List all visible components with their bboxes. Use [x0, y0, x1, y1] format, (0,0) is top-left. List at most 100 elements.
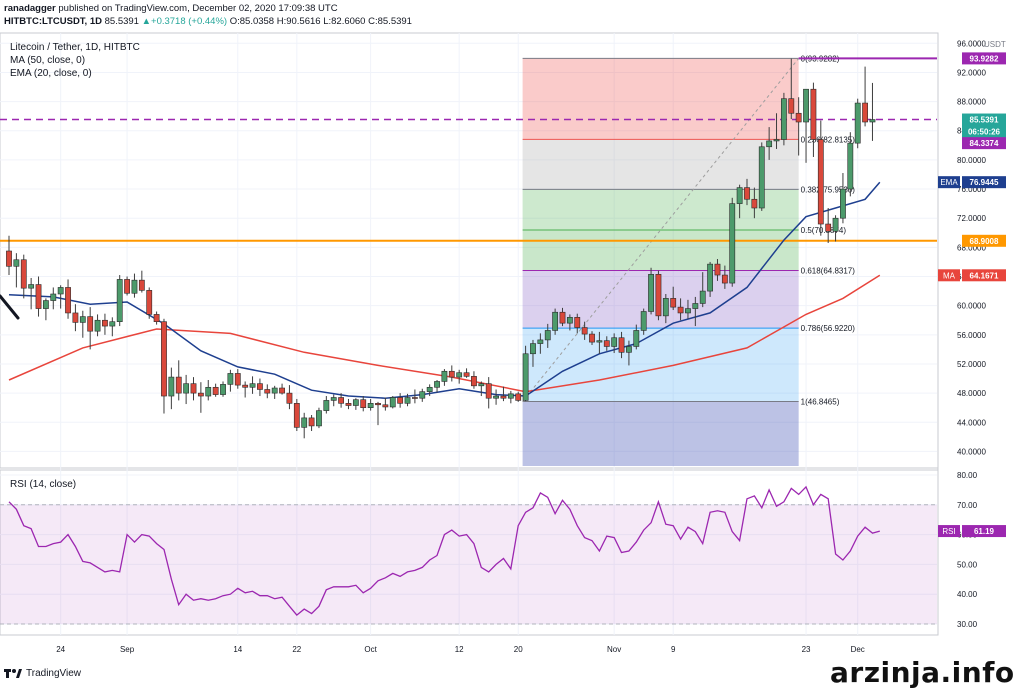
candle[interactable] — [426, 384, 433, 397]
candle[interactable] — [293, 398, 300, 432]
candle[interactable] — [559, 307, 566, 327]
candle[interactable] — [6, 235, 12, 276]
candle[interactable] — [522, 345, 529, 402]
candle[interactable] — [153, 311, 160, 325]
candle[interactable] — [382, 397, 389, 411]
candle[interactable] — [463, 368, 470, 378]
candle[interactable] — [840, 173, 846, 224]
candle[interactable] — [862, 66, 868, 127]
candle[interactable] — [825, 208, 832, 243]
candle[interactable] — [28, 277, 35, 310]
candle[interactable] — [375, 401, 381, 426]
candle[interactable] — [773, 113, 780, 149]
candle[interactable] — [94, 314, 101, 337]
candle[interactable] — [478, 381, 485, 397]
candle[interactable] — [832, 215, 839, 242]
candle[interactable] — [721, 265, 728, 289]
candle[interactable] — [810, 82, 817, 157]
candle[interactable] — [596, 331, 603, 354]
candle[interactable] — [308, 414, 315, 432]
candle[interactable] — [729, 197, 736, 287]
publisher-name[interactable]: ranadagger — [4, 3, 56, 14]
candle[interactable] — [124, 276, 130, 296]
candle[interactable] — [744, 178, 750, 206]
candle[interactable] — [530, 339, 536, 367]
candle[interactable] — [234, 369, 241, 389]
fibonacci-retracement[interactable] — [522, 57, 800, 466]
candle[interactable] — [670, 286, 677, 311]
candle[interactable] — [345, 398, 352, 410]
candle[interactable] — [87, 307, 94, 350]
candle[interactable] — [79, 310, 86, 338]
candle[interactable] — [714, 259, 721, 281]
candle[interactable] — [589, 331, 595, 346]
candle[interactable] — [116, 275, 123, 327]
candle[interactable] — [72, 304, 79, 332]
candle[interactable] — [227, 369, 234, 392]
candle[interactable] — [286, 385, 293, 410]
candle[interactable] — [404, 393, 411, 407]
candle[interactable] — [212, 383, 219, 397]
candle[interactable] — [338, 393, 344, 408]
candle[interactable] — [271, 385, 278, 399]
candle[interactable] — [242, 381, 249, 398]
candle[interactable] — [131, 273, 138, 298]
candle[interactable] — [493, 389, 499, 405]
candle[interactable] — [795, 97, 802, 156]
candle[interactable] — [515, 391, 522, 402]
candle[interactable] — [42, 298, 49, 321]
candle[interactable] — [441, 369, 448, 386]
candle[interactable] — [655, 270, 662, 321]
candle[interactable] — [57, 285, 64, 309]
candle[interactable] — [618, 331, 625, 359]
candle[interactable] — [803, 88, 809, 163]
candle[interactable] — [869, 82, 876, 141]
candle[interactable] — [220, 381, 226, 397]
candlestick-series[interactable] — [6, 58, 876, 439]
candle[interactable] — [50, 287, 57, 310]
candle[interactable] — [788, 58, 795, 120]
candle[interactable] — [699, 272, 706, 308]
candle[interactable] — [360, 396, 367, 412]
candle[interactable] — [640, 308, 647, 335]
candle[interactable] — [330, 394, 337, 407]
candle[interactable] — [20, 254, 27, 299]
candle[interactable] — [854, 98, 861, 149]
candle[interactable] — [279, 383, 285, 395]
candle[interactable] — [736, 184, 743, 219]
ma-legend[interactable]: MA (50, close, 0) — [10, 55, 86, 66]
candle[interactable] — [685, 299, 691, 319]
candle[interactable] — [662, 294, 669, 324]
candle[interactable] — [456, 369, 463, 384]
candle[interactable] — [448, 365, 455, 382]
candle[interactable] — [197, 382, 204, 413]
candle[interactable] — [817, 120, 824, 236]
candle[interactable] — [751, 187, 758, 219]
candle[interactable] — [847, 132, 854, 197]
candle[interactable] — [352, 398, 359, 410]
candle[interactable] — [758, 142, 765, 211]
rsi-legend[interactable]: RSI (14, close) — [10, 479, 77, 490]
candle[interactable] — [581, 321, 588, 340]
candle[interactable] — [13, 253, 20, 288]
ema-legend[interactable]: EMA (20, close, 0) — [10, 68, 92, 79]
rsi-pane[interactable] — [0, 469, 939, 636]
candle[interactable] — [485, 377, 492, 409]
candle[interactable] — [766, 127, 773, 160]
tradingview-brand[interactable]: TradingView — [26, 667, 82, 679]
candle[interactable] — [65, 279, 71, 319]
candle[interactable] — [301, 412, 308, 439]
chart-title[interactable]: Litecoin / Tether, 1D, HITBTC — [10, 42, 140, 53]
candle[interactable] — [138, 270, 145, 293]
candle[interactable] — [574, 313, 581, 334]
candle[interactable] — [611, 333, 618, 354]
candle[interactable] — [780, 92, 787, 146]
candle[interactable] — [249, 376, 256, 394]
candle[interactable] — [648, 267, 654, 315]
candle[interactable] — [161, 318, 167, 414]
horizontal-lines[interactable] — [0, 57, 937, 242]
candle[interactable] — [434, 380, 440, 393]
candle[interactable] — [507, 390, 514, 404]
candle[interactable] — [544, 323, 551, 348]
candle[interactable] — [707, 261, 713, 297]
